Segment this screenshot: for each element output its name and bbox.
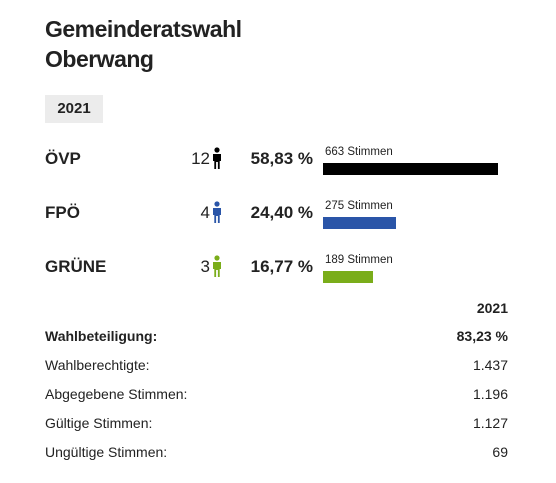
row-value: 1.127: [472, 415, 508, 431]
row-label: Wahlbeteiligung:: [45, 328, 158, 344]
subtitle: Oberwang: [45, 46, 154, 72]
row-value: 83,23 %: [456, 328, 508, 344]
row-label: Gültige Stimmen:: [45, 415, 153, 431]
seat-icon: [213, 147, 221, 169]
table-header: 2021: [476, 300, 508, 316]
row-value: 1.437: [472, 357, 508, 373]
seats: 4: [200, 203, 210, 222]
year-tab[interactable]: 2021: [45, 95, 103, 123]
vote-bar: [323, 163, 499, 175]
percent: 24,40 %: [250, 203, 313, 222]
party-name: GRÜNE: [45, 257, 107, 276]
row-label: Wahlberechtigte:: [45, 357, 150, 373]
votes-label: 663 Stimmen: [325, 146, 393, 158]
seats: 3: [200, 257, 210, 276]
vote-bar: [323, 217, 396, 229]
vote-bar: [323, 271, 373, 283]
percent: 16,77 %: [250, 257, 313, 276]
row-label: Abgegebene Stimmen:: [45, 386, 188, 402]
seat-icon: [213, 255, 221, 277]
row-value: 1.196: [472, 386, 508, 402]
seat-icon: [213, 201, 221, 223]
party-name: FPÖ: [45, 203, 80, 222]
row-label: Ungültige Stimmen:: [45, 444, 168, 460]
votes-label: 275 Stimmen: [325, 200, 393, 212]
votes-label: 189 Stimmen: [325, 254, 393, 266]
seats: 12: [191, 149, 210, 168]
percent: 58,83 %: [250, 149, 313, 168]
title: Gemeinderatswahl: [45, 16, 242, 42]
row-value: 69: [492, 444, 508, 460]
party-name: ÖVP: [45, 149, 81, 168]
